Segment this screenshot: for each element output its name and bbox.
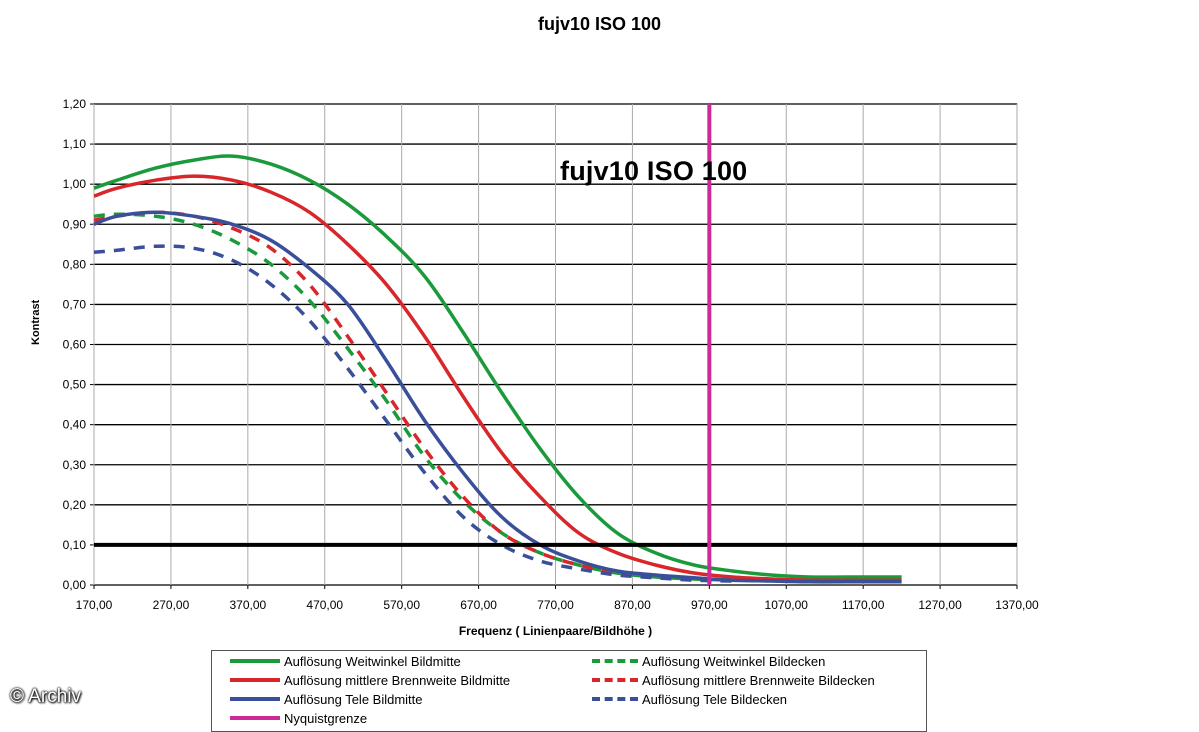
- legend-label: Auflösung Weitwinkel Bildmitte: [284, 653, 461, 669]
- x-tick-label: 570,00: [383, 598, 420, 612]
- legend-swatch: [230, 659, 280, 663]
- x-tick-label: 370,00: [229, 598, 266, 612]
- y-tick-label: 1,00: [63, 177, 87, 191]
- legend-item-mittlere-ecken: Auflösung mittlere Brennweite Bildecken: [588, 671, 875, 689]
- y-axis-label: Kontrast: [30, 299, 42, 345]
- legend-item-weitwinkel-mitte: Auflösung Weitwinkel Bildmitte: [230, 652, 461, 670]
- legend-item-weitwinkel-ecken: Auflösung Weitwinkel Bildecken: [588, 652, 825, 670]
- x-tick-label: 470,00: [306, 598, 343, 612]
- y-tick-label: 0,10: [63, 538, 87, 552]
- legend-item-tele-mitte: Auflösung Tele Bildmitte: [230, 690, 423, 708]
- legend-swatch: [230, 697, 280, 701]
- x-tick-label: 1270,00: [918, 598, 962, 612]
- y-tick-label: 1,10: [63, 137, 87, 151]
- x-tick-label: 970,00: [691, 598, 728, 612]
- legend-swatch: [592, 659, 638, 663]
- chart-title: fujv10 ISO 100: [537, 14, 662, 34]
- y-tick-label: 0,20: [63, 498, 87, 512]
- plot-inner-title: fujv10 ISO 100: [560, 156, 748, 186]
- legend: Auflösung Weitwinkel Bildmitte Auflösung…: [211, 650, 927, 732]
- series-line-3: [93, 212, 733, 582]
- tick-labels: 0,00 0,10 0,20 0,30 0,40 0,50 0,60 0,70 0,80 0,90…: [63, 97, 1039, 612]
- legend-label: Nyquistgrenze: [284, 710, 368, 726]
- y-tick-label: 0,30: [63, 458, 87, 472]
- legend-label: Auflösung Tele Bildmitte: [284, 691, 423, 707]
- legend-label: Auflösung mittlere Brennweite Bildecken: [642, 672, 875, 688]
- x-tick-label: 1370,00: [995, 598, 1039, 612]
- legend-item-tele-ecken: Auflösung Tele Bildecken: [588, 690, 787, 708]
- reference-lines: [94, 104, 1017, 585]
- legend-item-nyquist: Nyquistgrenze: [230, 709, 367, 727]
- legend-label: Auflösung mittlere Brennweite Bildmitte: [284, 672, 511, 688]
- legend-item-mittlere-mitte: Auflösung mittlere Brennweite Bildmitte: [230, 671, 510, 689]
- legend-swatch: [592, 697, 638, 701]
- y-tick-label: 0,50: [63, 378, 87, 392]
- series-line-4: [93, 210, 733, 582]
- x-tick-label: 1170,00: [842, 598, 885, 612]
- x-tick-label: 270,00: [153, 598, 190, 612]
- x-tick-label: 1070,00: [765, 598, 809, 612]
- grid-lines: [90, 103, 1018, 589]
- legend-label: Auflösung Weitwinkel Bildecken: [642, 653, 826, 669]
- legend-swatch: [230, 716, 280, 720]
- x-tick-label: 870,00: [614, 598, 651, 612]
- legend-label: Auflösung Tele Bildecken: [642, 691, 788, 707]
- x-tick-label: 170,00: [76, 598, 113, 612]
- y-tick-label: 0,00: [63, 578, 87, 592]
- legend-swatch: [230, 678, 280, 682]
- x-axis-label: Frequenz ( Linienpaare/Bildhöhe ): [458, 624, 653, 638]
- y-tick-label: 0,60: [63, 338, 87, 352]
- y-tick-label: 0,80: [63, 257, 87, 271]
- series-line-5: [93, 244, 733, 583]
- series-lines: [93, 154, 902, 584]
- x-tick-label: 670,00: [460, 598, 497, 612]
- x-tick-label: 770,00: [537, 598, 574, 612]
- series-line-2: [93, 210, 902, 584]
- copyright-watermark: © Archiv: [10, 686, 82, 707]
- y-tick-label: 0,40: [63, 418, 87, 432]
- series-line-0: [93, 154, 902, 579]
- series-line-1: [93, 174, 902, 583]
- y-tick-label: 0,90: [63, 217, 87, 231]
- legend-swatch: [592, 678, 638, 682]
- y-tick-label: 1,20: [63, 97, 87, 111]
- y-tick-label: 0,70: [63, 297, 87, 311]
